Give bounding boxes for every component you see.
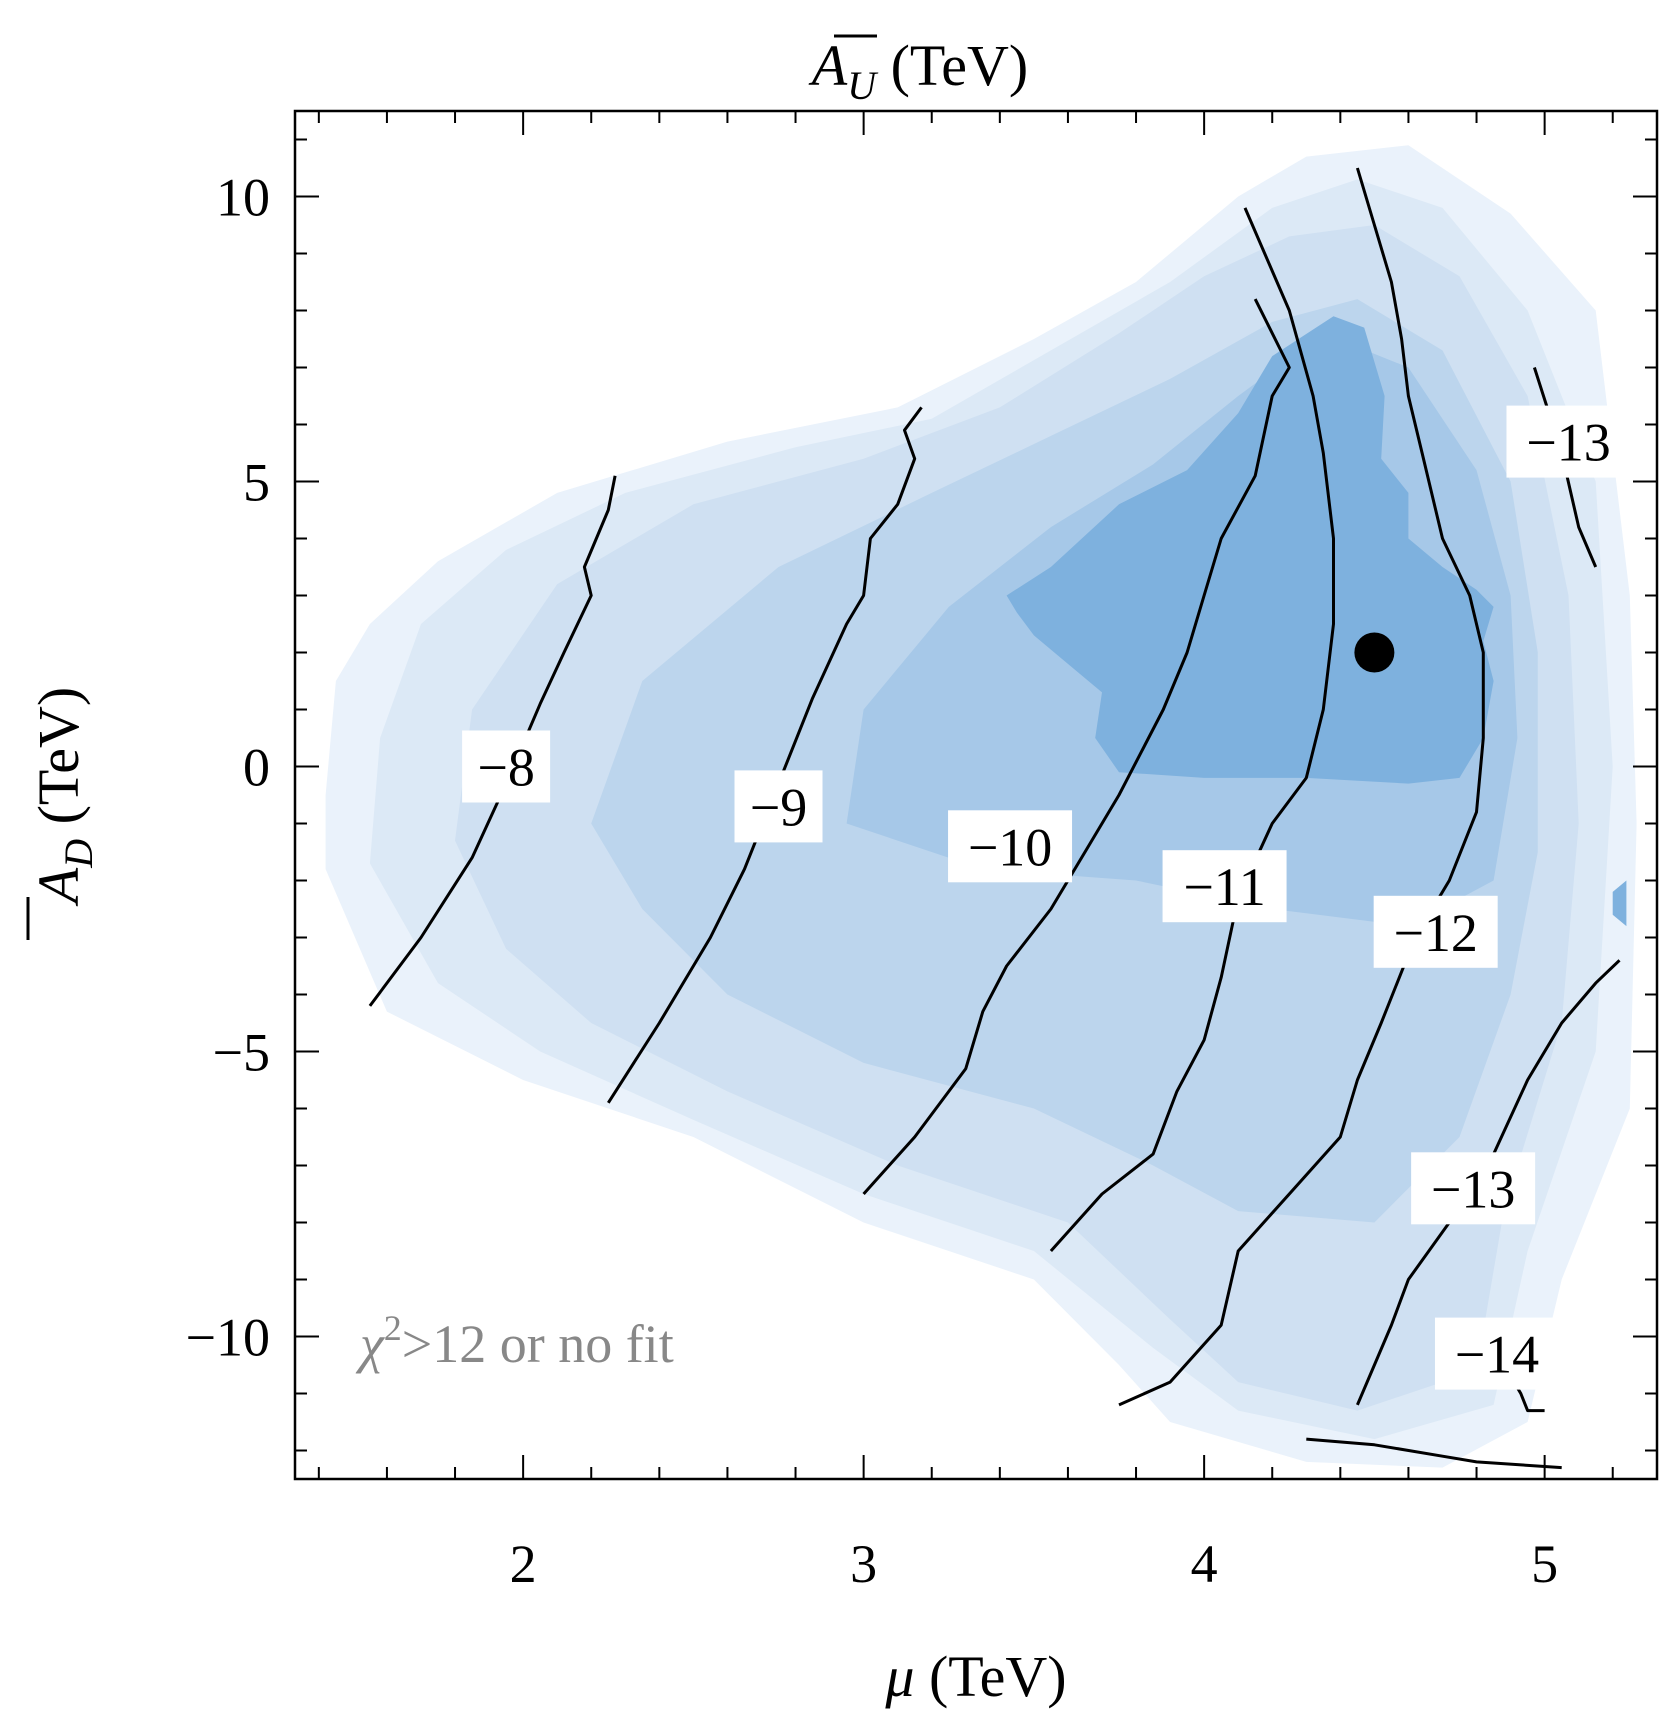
x-tick-label: 3 — [850, 1534, 877, 1594]
contour-label-box — [462, 730, 551, 803]
x-axis-label: μ (TeV) — [884, 1644, 1066, 1709]
contour-label: −9 — [750, 777, 807, 837]
contour-label: −13 — [1526, 413, 1610, 473]
x-tick-label: 5 — [1531, 1534, 1558, 1594]
contour-label-box — [1411, 1152, 1536, 1225]
contour-label: −11 — [1183, 857, 1265, 917]
y-axis-label: AD (TeV) — [26, 687, 101, 907]
y-tick-label: 0 — [243, 738, 270, 798]
top-axis-label: AU (TeV) — [808, 33, 1028, 108]
y-tick-label: 10 — [216, 168, 270, 228]
fill-region-level-6 — [1612, 880, 1627, 927]
contour-label: −10 — [968, 817, 1052, 877]
contour-label: −12 — [1393, 903, 1477, 963]
contour-label-box — [734, 770, 823, 843]
contour-label: −8 — [477, 738, 534, 798]
contour-label-box — [1506, 405, 1631, 478]
y-tick-label: −5 — [213, 1023, 270, 1083]
contour-line-minus9-1 — [607, 406, 923, 1104]
contour-label-box — [1434, 1317, 1559, 1390]
contour-label: −13 — [1431, 1159, 1515, 1219]
contour-line-minus14-7 — [1306, 1437, 1562, 1470]
contour-label-box — [1162, 850, 1287, 923]
contour-label-box — [948, 810, 1073, 883]
y-tick-label: 5 — [243, 453, 270, 513]
best-fit-point — [1354, 632, 1395, 673]
plot-area: −8 −9 −10 −11 −12 −13 −13 −14 2 3 4 5 −10 −5 0 5 10 — [186, 109, 1659, 1594]
contour-line-minus12-4 — [1118, 167, 1485, 1407]
x-tick-label: 4 — [1191, 1534, 1218, 1594]
contour-line-minus8-0 — [368, 475, 617, 1007]
x-tick-label: 2 — [510, 1534, 537, 1594]
contour-label: −14 — [1455, 1325, 1539, 1385]
y-axis-label-group: AD (TeV) — [26, 687, 101, 940]
contour-line-minus10-2 — [862, 298, 1291, 1196]
contour-line-minus11-3 — [1049, 207, 1335, 1253]
y-tick-label: −10 — [186, 1308, 270, 1368]
chi-square-annotation: χ2>12 or no fit — [355, 1308, 674, 1374]
contour-label-box — [1373, 895, 1498, 968]
plot-frame — [293, 109, 1659, 1481]
